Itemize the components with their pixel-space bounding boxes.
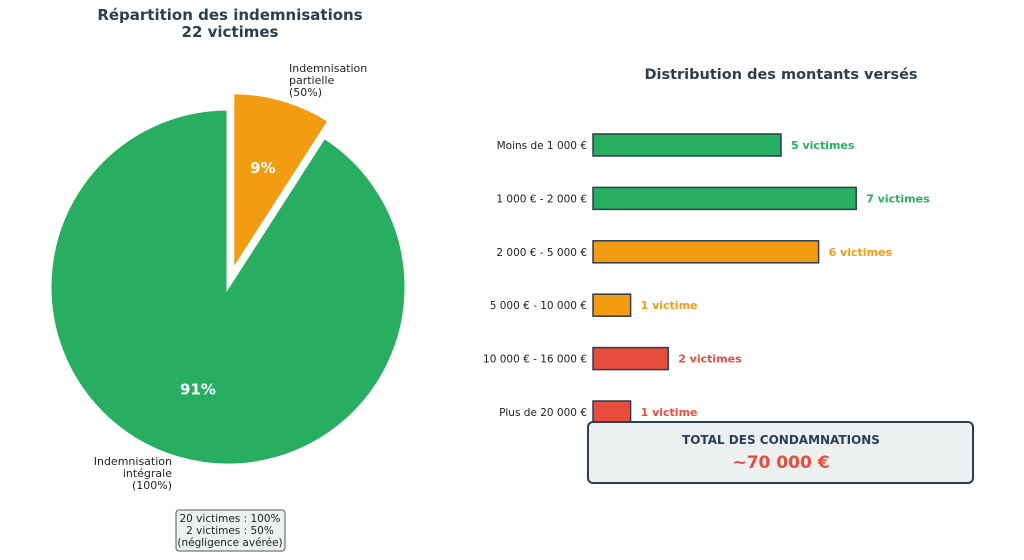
bar-value-label: 2 victimes — [678, 353, 742, 366]
bar-category-label: Plus de 20 000 € — [499, 407, 587, 419]
pie-slice — [231, 91, 332, 276]
bar-value-label: 5 victimes — [791, 139, 855, 152]
total-value: ~70 000 € — [732, 453, 829, 473]
total-box: TOTAL DES CONDAMNATIONS ~70 000 € — [587, 421, 974, 484]
pie-pct-label: 9% — [250, 159, 275, 177]
bar — [592, 400, 632, 424]
pie-slice-label: (100%) — [132, 479, 172, 492]
bar — [592, 293, 632, 317]
pie-slice-label: intégrale — [123, 467, 172, 480]
bar — [592, 133, 782, 157]
total-label: TOTAL DES CONDAMNATIONS — [682, 433, 880, 447]
pie-slice-label: Indemnisation — [94, 455, 172, 468]
bar-category-label: 2 000 € - 5 000 € — [496, 247, 587, 259]
pie-slice-label: partielle — [289, 74, 334, 87]
pie-chart: 9%Indemnisationpartielle(50%)91%Indemnis… — [48, 62, 408, 492]
bar-value-label: 6 victimes — [829, 246, 893, 259]
bar-title: Distribution des montants versés — [644, 67, 917, 83]
bar-category-label: 10 000 € - 16 000 € — [483, 354, 587, 366]
bar-value-label: 7 victimes — [866, 192, 930, 205]
bar-value-label: 1 victime — [641, 299, 698, 312]
annotation-line: 20 victimes : 100% — [179, 513, 280, 525]
pie-slice — [48, 107, 408, 467]
annotation-line: 2 victimes : 50% — [186, 525, 274, 537]
bar-value-label: 1 victime — [641, 406, 698, 419]
bar — [592, 346, 669, 371]
bar-category-label: 1 000 € - 2 000 € — [496, 193, 587, 205]
pie-subtitle: 22 victimes — [182, 23, 279, 41]
pie-annotation-box: 20 victimes : 100% 2 victimes : 50% (nég… — [175, 509, 286, 552]
pie-slice-label: (50%) — [289, 86, 322, 99]
pie-pct-label: 91% — [180, 380, 216, 398]
bar-chart: Moins de 1 000 € 5 victimes 1 000 € - 2 00… — [483, 133, 930, 424]
annotation-line: (négligence avérée) — [177, 537, 282, 549]
bar-category-label: 5 000 € - 10 000 € — [490, 300, 587, 312]
bar-category-label: Moins de 1 000 € — [497, 140, 587, 152]
pie-title: Répartition des indemnisations — [97, 6, 362, 24]
pie-slice-label: Indemnisation — [289, 62, 367, 75]
bar — [592, 186, 857, 211]
bar — [592, 240, 820, 264]
